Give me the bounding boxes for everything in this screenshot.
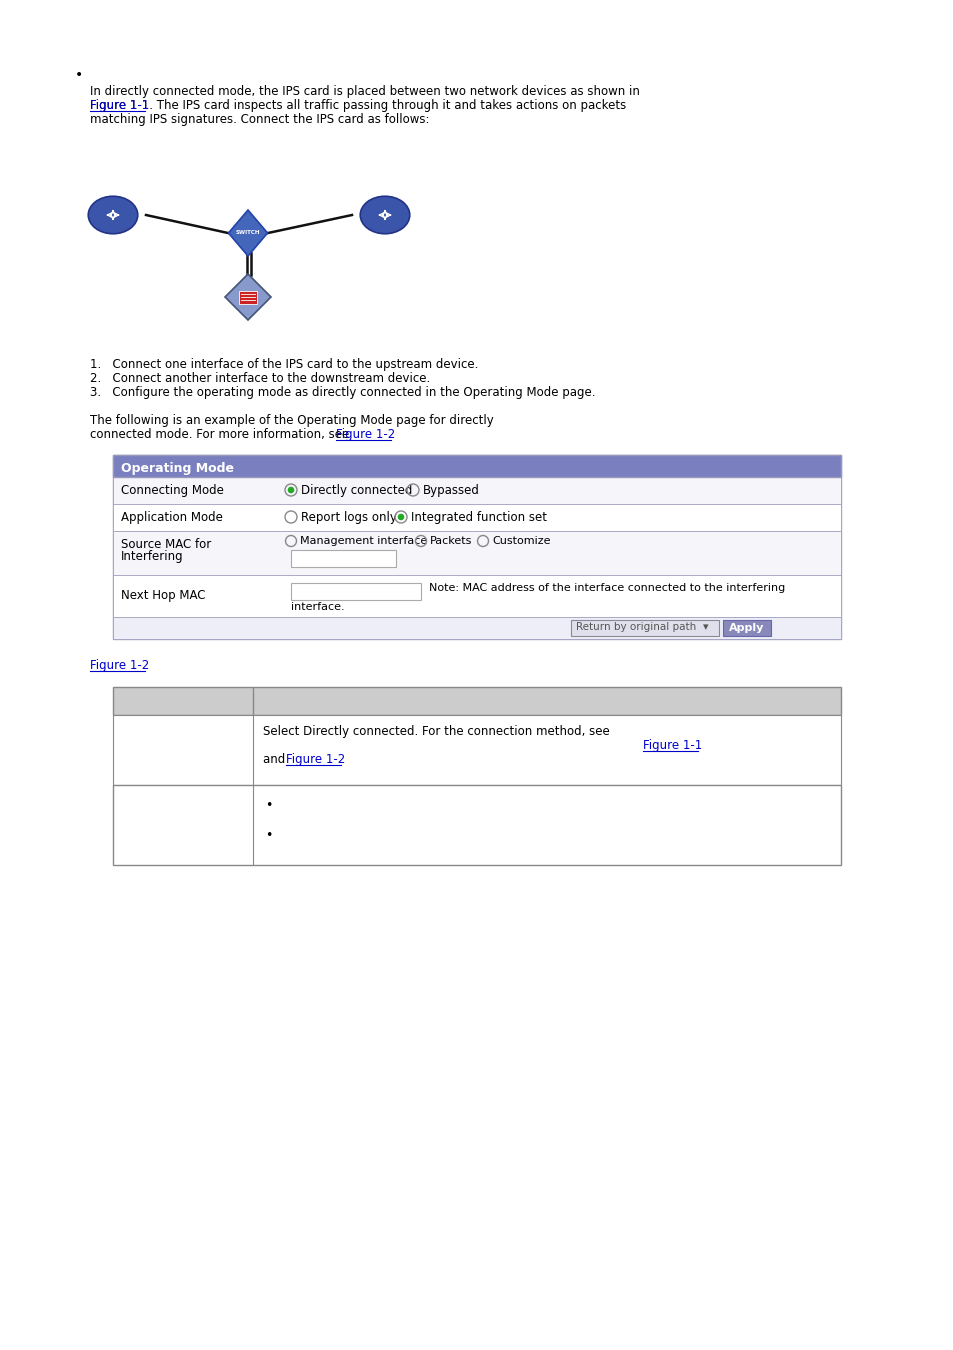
Bar xyxy=(112,531,841,575)
Circle shape xyxy=(397,514,404,520)
Text: Report logs only: Report logs only xyxy=(301,512,396,524)
Bar xyxy=(112,504,841,531)
Text: ROUTER: ROUTER xyxy=(371,236,399,242)
Text: The following is an example of the Operating Mode page for directly: The following is an example of the Opera… xyxy=(90,414,494,427)
Text: Next Hop MAC: Next Hop MAC xyxy=(121,589,205,602)
Text: Figure 1-2: Figure 1-2 xyxy=(286,753,345,765)
Bar xyxy=(571,620,719,636)
Bar xyxy=(112,455,841,477)
Text: Connecting Mode: Connecting Mode xyxy=(121,485,224,497)
Ellipse shape xyxy=(360,196,410,234)
Ellipse shape xyxy=(89,196,137,234)
Text: connected mode. For more information, see: connected mode. For more information, se… xyxy=(90,428,349,441)
Text: ▾: ▾ xyxy=(702,622,708,632)
Text: •: • xyxy=(265,799,273,811)
Circle shape xyxy=(288,487,294,493)
Text: Packets: Packets xyxy=(430,536,472,545)
Text: Note: MAC address of the interface connected to the interfering: Note: MAC address of the interface conne… xyxy=(429,583,784,593)
Text: SWITCH: SWITCH xyxy=(235,231,260,235)
Text: Figure 1-1: Figure 1-1 xyxy=(90,99,149,112)
Bar xyxy=(112,575,841,617)
Text: ROUTER: ROUTER xyxy=(99,236,127,242)
Bar xyxy=(112,477,841,504)
Text: 1.   Connect one interface of the IPS card to the upstream device.: 1. Connect one interface of the IPS card… xyxy=(90,358,477,371)
Text: matching IPS signatures. Connect the IPS card as follows:: matching IPS signatures. Connect the IPS… xyxy=(90,113,429,126)
Text: Source MAC for: Source MAC for xyxy=(121,539,211,551)
Text: Application Mode: Application Mode xyxy=(121,512,223,524)
Text: Apply: Apply xyxy=(728,622,764,633)
Text: interface.: interface. xyxy=(291,602,344,612)
Bar xyxy=(112,784,841,865)
Text: Customize: Customize xyxy=(492,536,550,545)
Polygon shape xyxy=(225,274,271,320)
Text: Management interface: Management interface xyxy=(299,536,427,545)
Text: Operating Mode: Operating Mode xyxy=(121,462,233,475)
Bar xyxy=(291,549,395,567)
Text: Figure 1-1. The IPS card inspects all traffic passing through it and takes actio: Figure 1-1. The IPS card inspects all tr… xyxy=(90,99,625,112)
Bar xyxy=(112,687,841,716)
Bar xyxy=(112,617,841,639)
Text: •: • xyxy=(75,68,83,82)
Text: Return by original path: Return by original path xyxy=(576,622,696,632)
Text: Bypassed: Bypassed xyxy=(422,485,479,497)
Bar xyxy=(722,620,770,636)
Text: •: • xyxy=(265,829,273,842)
Bar xyxy=(291,583,420,599)
Text: Figure 1-2: Figure 1-2 xyxy=(335,428,395,441)
Polygon shape xyxy=(228,211,267,256)
Bar xyxy=(239,292,256,304)
Bar xyxy=(112,455,841,639)
Text: Directly connected: Directly connected xyxy=(301,485,412,497)
Text: Figure 1-1: Figure 1-1 xyxy=(642,738,701,752)
Text: 2.   Connect another interface to the downstream device.: 2. Connect another interface to the down… xyxy=(90,373,430,385)
Text: 3.   Configure the operating mode as directly connected in the Operating Mode pa: 3. Configure the operating mode as direc… xyxy=(90,386,595,400)
Text: Select Directly connected. For the connection method, see: Select Directly connected. For the conne… xyxy=(263,725,609,738)
Text: In directly connected mode, the IPS card is placed between two network devices a: In directly connected mode, the IPS card… xyxy=(90,85,639,99)
Text: Integrated function set: Integrated function set xyxy=(411,512,546,524)
Bar xyxy=(112,716,841,784)
Text: Interfering: Interfering xyxy=(121,549,183,563)
Text: and: and xyxy=(263,753,289,765)
Text: Figure 1-2: Figure 1-2 xyxy=(90,659,149,672)
